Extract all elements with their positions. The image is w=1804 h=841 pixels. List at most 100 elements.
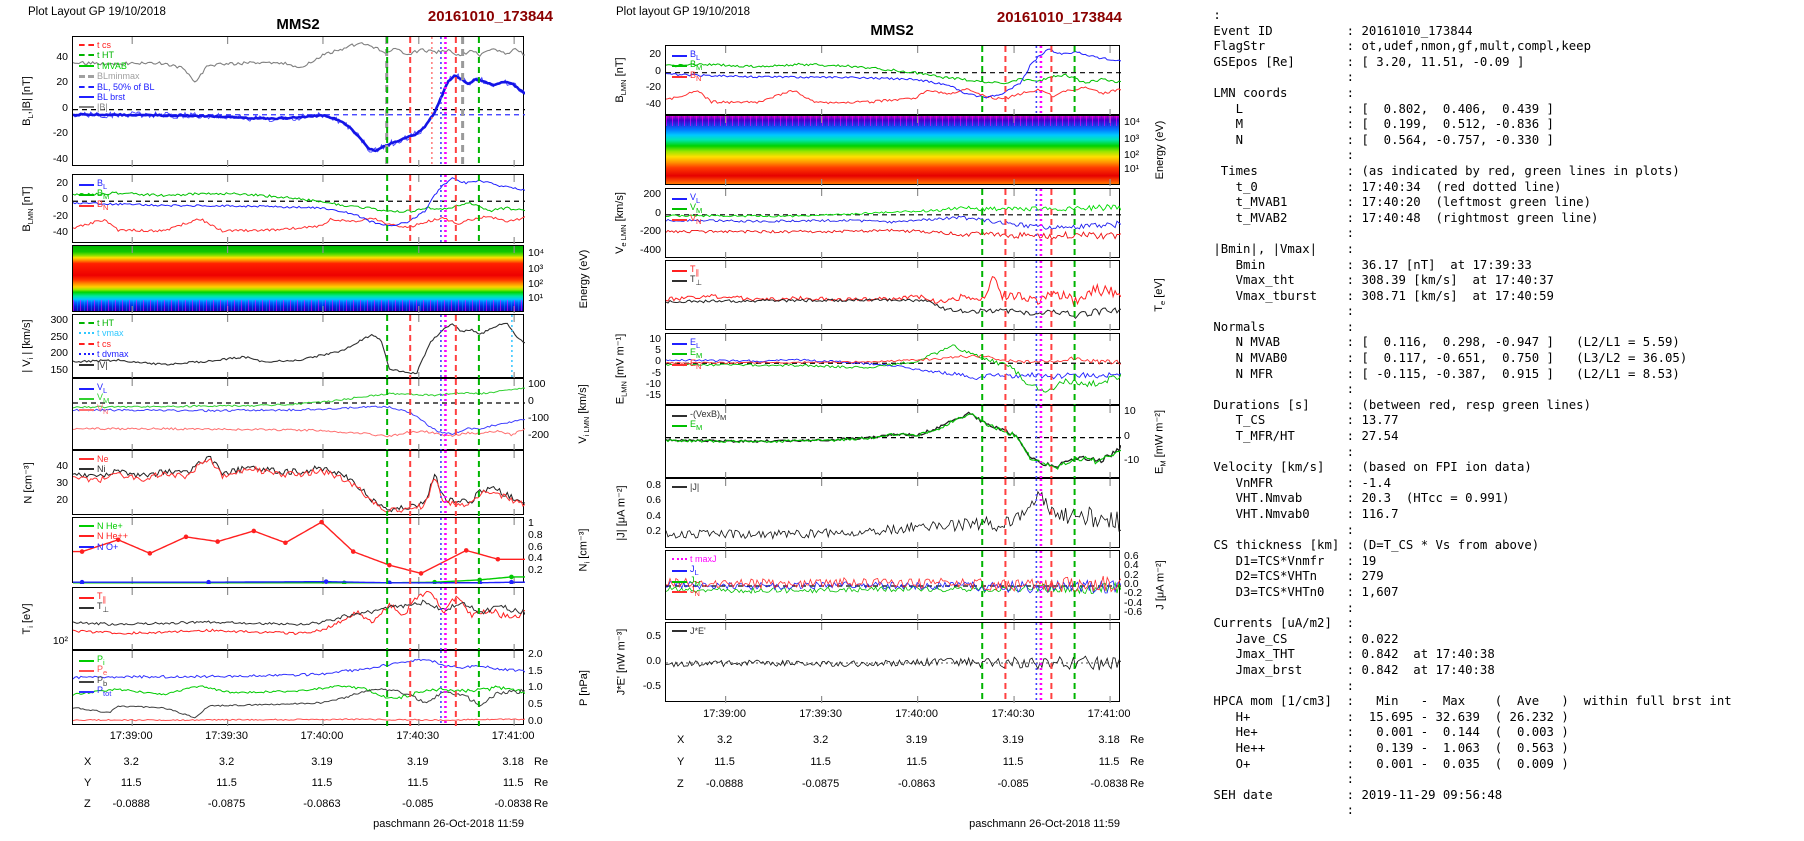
- panel-vi-magnitude: [72, 314, 525, 379]
- axis-label: N [cm⁻³]: [22, 461, 35, 504]
- pos-value: 11.5: [216, 777, 237, 789]
- y-tick-label: 20: [56, 494, 68, 507]
- info-line: :: [1206, 382, 1355, 397]
- pos-value: 3.2: [218, 756, 235, 768]
- pos-value: 3.18: [502, 756, 524, 768]
- plot-layout-label-middle: Plot layout GP 19/10/2018: [616, 6, 751, 18]
- axis-label: Ve LMN [km/s]: [613, 192, 629, 254]
- panel-ve-lmn: [665, 188, 1121, 259]
- y-tick-label: -40: [645, 98, 661, 110]
- y-tick-label-right: 10²: [528, 278, 544, 291]
- axis-label-right: P [nPa]: [578, 669, 590, 706]
- y-tick-label: -5: [651, 366, 661, 379]
- y-tick-label: 0: [62, 193, 68, 206]
- info-line: Times : (as indicated by red, green line…: [1206, 163, 1680, 178]
- y-tick-label-right: 0.2: [1124, 568, 1139, 581]
- info-line: :: [1206, 772, 1355, 787]
- pos-value: 11.5: [311, 777, 333, 789]
- y-tick-label-right: 10: [1124, 405, 1136, 418]
- pos-row-label: Y: [84, 777, 92, 789]
- panel-e-lmn: [665, 333, 1121, 406]
- y-tick-label: 250: [50, 330, 68, 343]
- info-line: |Bmin|, |Vmax| :: [1206, 241, 1355, 256]
- info-line: GSEpos [Re] : [ 3.20, 11.51, -0.09 ]: [1206, 54, 1525, 69]
- panel-pressure: [72, 650, 525, 726]
- info-line: Velocity [km/s] : (based on FPI ion data…: [1206, 460, 1532, 475]
- pos-value: 3.19: [407, 756, 429, 768]
- pos-unit: Re: [534, 756, 549, 768]
- axis-label-right: EM [mW m⁻²]: [1153, 409, 1168, 474]
- y-tick-label-right: 100: [528, 377, 546, 390]
- info-line: T_CS : 13.77: [1206, 413, 1399, 428]
- axis-label-right: Energy (eV): [578, 249, 590, 308]
- pos-unit: Re: [1130, 778, 1145, 790]
- info-line: :: [1206, 148, 1355, 163]
- event-summary-panel: : Event ID : 20161010_173844 FlagStr : o…: [1206, 8, 1731, 819]
- info-line: He++ : 0.139 - 1.063 ( 0.563 ): [1206, 740, 1569, 755]
- y-tick-label: 0.5: [646, 630, 661, 642]
- y-tick-label: -40: [52, 152, 68, 165]
- pos-value: -0.0888: [705, 778, 744, 790]
- y-tick-label: 10²: [52, 634, 68, 647]
- info-line: Bmin : 36.17 [nT] at 17:39:33: [1206, 257, 1532, 272]
- pos-value: 3.2: [812, 734, 829, 746]
- panel-minor-ion-density: [72, 517, 525, 584]
- pos-value: 11.5: [120, 777, 142, 789]
- panel-ion-temperature: [72, 587, 525, 651]
- axis-label: Ti [eV]: [20, 602, 36, 635]
- pos-value: 3.18: [1098, 734, 1120, 746]
- event-id-title-left: 20161010_173844: [427, 8, 553, 25]
- time-tick-label: 17:40:00: [895, 708, 939, 720]
- info-line: Currents [uA/m2] :: [1206, 616, 1355, 631]
- y-tick-label: 20: [56, 176, 68, 189]
- event-id-title-middle: 20161010_173844: [996, 9, 1122, 26]
- panel-em-vexb: [665, 405, 1121, 479]
- panel-j-lmn: [665, 550, 1121, 621]
- y-tick-label-right: -100: [528, 412, 550, 425]
- y-tick-label-right: -200: [528, 429, 550, 442]
- pos-value: -0.085: [402, 798, 434, 810]
- info-line: O+ : 0.001 - 0.035 ( 0.009 ): [1206, 756, 1569, 771]
- axis-label-right: Te [eV]: [1152, 278, 1168, 312]
- info-line: :: [1206, 304, 1355, 319]
- pos-value: -0.085: [997, 778, 1029, 790]
- info-line: t_MVAB1 : 17:40:20 (leftmost green line): [1206, 195, 1591, 210]
- y-tick-label: 0.8: [646, 478, 661, 491]
- pos-value: -0.0888: [112, 798, 150, 810]
- info-line: :: [1206, 678, 1355, 693]
- info-line: D1=TCS*Vnmfr : 19: [1206, 553, 1377, 568]
- pos-value: 11.5: [502, 777, 524, 789]
- pos-value: 3.2: [123, 756, 139, 768]
- y-tick-label: 0: [62, 101, 68, 114]
- y-tick-label-right: -0.4: [1124, 596, 1143, 609]
- info-line: He+ : 0.001 - 0.144 ( 0.003 ): [1206, 725, 1569, 740]
- y-tick-label: -15: [645, 389, 661, 401]
- y-tick-label-right: 10¹: [1124, 162, 1140, 175]
- y-tick-label-right: 0.6: [528, 540, 543, 553]
- axis-label: |J| [μA m⁻²]: [615, 485, 628, 541]
- axis-label: BLMN [nT]: [613, 57, 629, 103]
- y-tick-label-right: -10: [1124, 453, 1140, 466]
- pos-value: 3.19: [905, 734, 928, 746]
- y-tick-label-right: 0.0: [1124, 578, 1139, 590]
- time-tick-label: 17:40:30: [396, 730, 440, 742]
- info-line: Event ID : 20161010_173844: [1206, 23, 1473, 38]
- y-tick-label: 40: [56, 460, 68, 473]
- info-line: :: [1206, 444, 1355, 459]
- panel-bl-btot: [72, 36, 525, 167]
- y-tick-label: -20: [645, 81, 661, 94]
- pos-value: -0.0863: [897, 778, 936, 790]
- axis-label: ELMN [mV m⁻¹]: [614, 333, 629, 405]
- time-tick-label: 17:40:30: [991, 708, 1035, 720]
- pos-row-label: Z: [84, 798, 91, 810]
- y-tick-label-right: 0.6: [1124, 550, 1139, 562]
- pos-value: 3.19: [1002, 734, 1024, 746]
- pos-unit: Re: [1130, 734, 1145, 746]
- info-line: t_0 : 17:40:34 (red dotted line): [1206, 179, 1562, 194]
- pos-value: 3.19: [311, 756, 333, 768]
- pos-value: -0.0838: [1090, 778, 1128, 790]
- time-tick-label: 17:41:00: [1087, 708, 1131, 720]
- pos-value: 11.5: [906, 756, 927, 768]
- axis-label-right: J [μA m⁻²]: [1154, 560, 1167, 610]
